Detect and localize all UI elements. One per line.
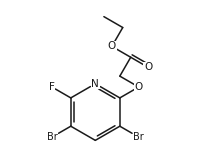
Text: F: F (49, 82, 55, 92)
Text: O: O (135, 82, 143, 92)
Text: Br: Br (133, 132, 144, 142)
Text: O: O (108, 41, 116, 51)
Text: N: N (91, 79, 99, 89)
Text: Br: Br (47, 132, 57, 142)
Text: O: O (144, 62, 152, 72)
